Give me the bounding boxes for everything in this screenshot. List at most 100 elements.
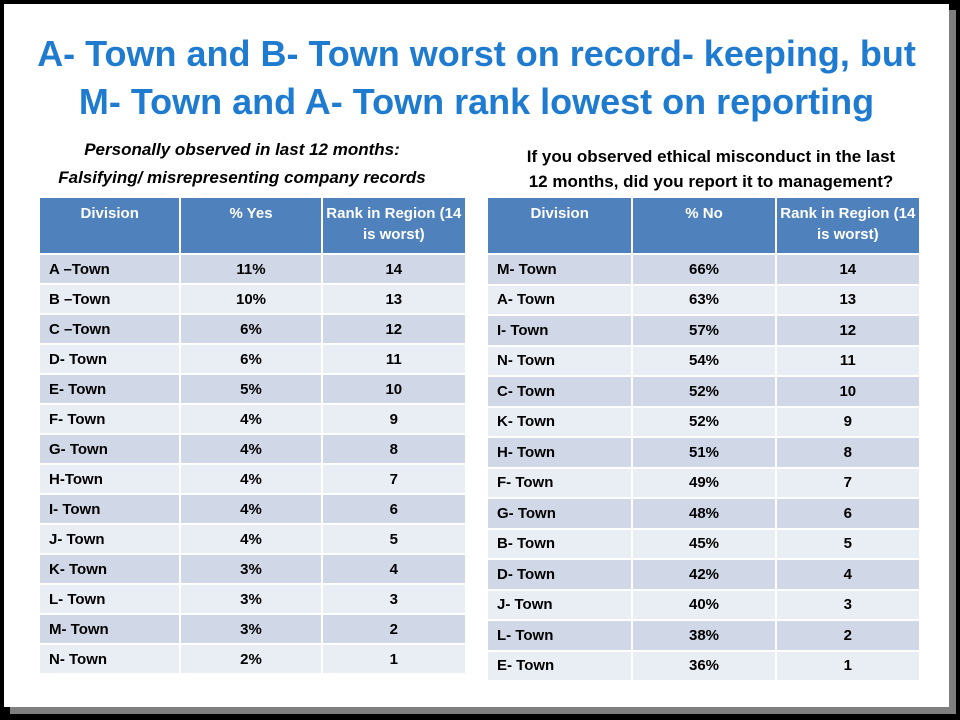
left-subtitle-line-2: Falsifying/ misrepresenting company reco…	[58, 168, 426, 187]
left-table-body: A –Town 11% 14 B –Town 10% 13 C –Town 6% 12 D- To…	[37, 253, 468, 675]
cell-percent: 52%	[631, 375, 777, 408]
cell-division: D- Town	[485, 558, 634, 591]
title-line-1: A- Town and B- Town worst on record- kee…	[37, 33, 916, 74]
table-row: K- Town 52% 9	[485, 405, 922, 438]
cell-percent: 6%	[179, 313, 323, 345]
cell-percent: 6%	[179, 343, 323, 375]
cell-rank: 2	[320, 613, 468, 645]
cell-rank: 2	[774, 619, 922, 652]
cell-rank: 11	[320, 343, 468, 375]
cell-division: A –Town	[37, 253, 182, 285]
table-row: C –Town 6% 12	[37, 313, 468, 345]
cell-rank: 11	[774, 344, 922, 377]
table-row: J- Town 4% 5	[37, 523, 468, 555]
cell-rank: 13	[774, 283, 922, 316]
cell-rank: 6	[320, 493, 468, 525]
slide-shadow-bottom	[10, 707, 956, 714]
cell-rank: 5	[320, 523, 468, 555]
table-row: A –Town 11% 14	[37, 253, 468, 285]
cell-percent: 10%	[179, 283, 323, 315]
cell-division: J- Town	[485, 588, 634, 621]
cell-rank: 7	[320, 463, 468, 495]
cell-rank: 4	[320, 553, 468, 585]
cell-rank: 13	[320, 283, 468, 315]
column-header-rank: Rank in Region (14 is worst)	[320, 196, 468, 255]
cell-percent: 42%	[631, 558, 777, 591]
table-row: B- Town 45% 5	[485, 527, 922, 560]
cell-rank: 1	[774, 649, 922, 682]
cell-division: E- Town	[37, 373, 182, 405]
cell-percent: 4%	[179, 433, 323, 465]
cell-percent: 4%	[179, 523, 323, 555]
cell-percent: 57%	[631, 314, 777, 347]
cell-rank: 8	[774, 436, 922, 469]
table-row: C- Town 52% 10	[485, 375, 922, 408]
table-row: I- Town 4% 6	[37, 493, 468, 525]
cell-division: H-Town	[37, 463, 182, 495]
cell-division: G- Town	[37, 433, 182, 465]
cell-percent: 3%	[179, 553, 323, 585]
slide-shadow-right	[949, 10, 956, 713]
table-row: J- Town 40% 3	[485, 588, 922, 621]
cell-division: A- Town	[485, 283, 634, 316]
cell-percent: 48%	[631, 497, 777, 530]
table-row: H- Town 51% 8	[485, 436, 922, 469]
column-header-percent-no: % No	[631, 196, 777, 255]
right-table-body: M- Town 66% 14 A- Town 63% 13 I- Town 57% 12 N- T…	[485, 253, 922, 682]
cell-percent: 11%	[179, 253, 323, 285]
column-header-rank: Rank in Region (14 is worst)	[774, 196, 922, 255]
table-row: H-Town 4% 7	[37, 463, 468, 495]
right-subtitle: If you observed ethical misconduct in th…	[480, 144, 942, 194]
table-row: K- Town 3% 4	[37, 553, 468, 585]
title-line-2: M- Town and A- Town rank lowest on repor…	[78, 81, 875, 122]
cell-percent: 49%	[631, 466, 777, 499]
cell-division: I- Town	[37, 493, 182, 525]
cell-rank: 7	[774, 466, 922, 499]
cell-division: B –Town	[37, 283, 182, 315]
reporting-table: Division % No Rank in Region (14 is wors…	[485, 196, 922, 682]
cell-rank: 3	[320, 583, 468, 615]
cell-division: L- Town	[485, 619, 634, 652]
cell-division: B- Town	[485, 527, 634, 560]
cell-percent: 36%	[631, 649, 777, 682]
cell-division: C –Town	[37, 313, 182, 345]
cell-rank: 8	[320, 433, 468, 465]
cell-percent: 4%	[179, 403, 323, 435]
table-header-row: Division % No Rank in Region (14 is wors…	[485, 196, 922, 255]
table-row: N- Town 54% 11	[485, 344, 922, 377]
cell-division: I- Town	[485, 314, 634, 347]
cell-rank: 4	[774, 558, 922, 591]
cell-rank: 9	[774, 405, 922, 438]
table-row: M- Town 66% 14	[485, 253, 922, 286]
table-row: F- Town 49% 7	[485, 466, 922, 499]
cell-division: D- Town	[37, 343, 182, 375]
cell-rank: 10	[320, 373, 468, 405]
cell-percent: 45%	[631, 527, 777, 560]
cell-rank: 14	[774, 253, 922, 286]
table-row: B –Town 10% 13	[37, 283, 468, 315]
table-row: F- Town 4% 9	[37, 403, 468, 435]
cell-rank: 6	[774, 497, 922, 530]
cell-percent: 54%	[631, 344, 777, 377]
table-row: L- Town 38% 2	[485, 619, 922, 652]
cell-percent: 63%	[631, 283, 777, 316]
cell-division: H- Town	[485, 436, 634, 469]
cell-division: K- Town	[485, 405, 634, 438]
cell-division: F- Town	[485, 466, 634, 499]
table-row: D- Town 42% 4	[485, 558, 922, 591]
right-subtitle-line-2: 12 months, did you report it to manageme…	[528, 172, 894, 191]
table-row: N- Town 2% 1	[37, 643, 468, 675]
table-row: G- Town 48% 6	[485, 497, 922, 530]
cell-division: N- Town	[37, 643, 182, 675]
falsifying-records-table: Division % Yes Rank in Region (14 is wor…	[37, 196, 468, 675]
cell-percent: 66%	[631, 253, 777, 286]
table-header-row: Division % Yes Rank in Region (14 is wor…	[37, 196, 468, 255]
cell-division: C- Town	[485, 375, 634, 408]
table-row: D- Town 6% 11	[37, 343, 468, 375]
cell-percent: 52%	[631, 405, 777, 438]
slide-title: A- Town and B- Town worst on record- kee…	[4, 30, 949, 126]
cell-division: K- Town	[37, 553, 182, 585]
column-header-division: Division	[37, 196, 182, 255]
table-row: M- Town 3% 2	[37, 613, 468, 645]
cell-percent: 40%	[631, 588, 777, 621]
